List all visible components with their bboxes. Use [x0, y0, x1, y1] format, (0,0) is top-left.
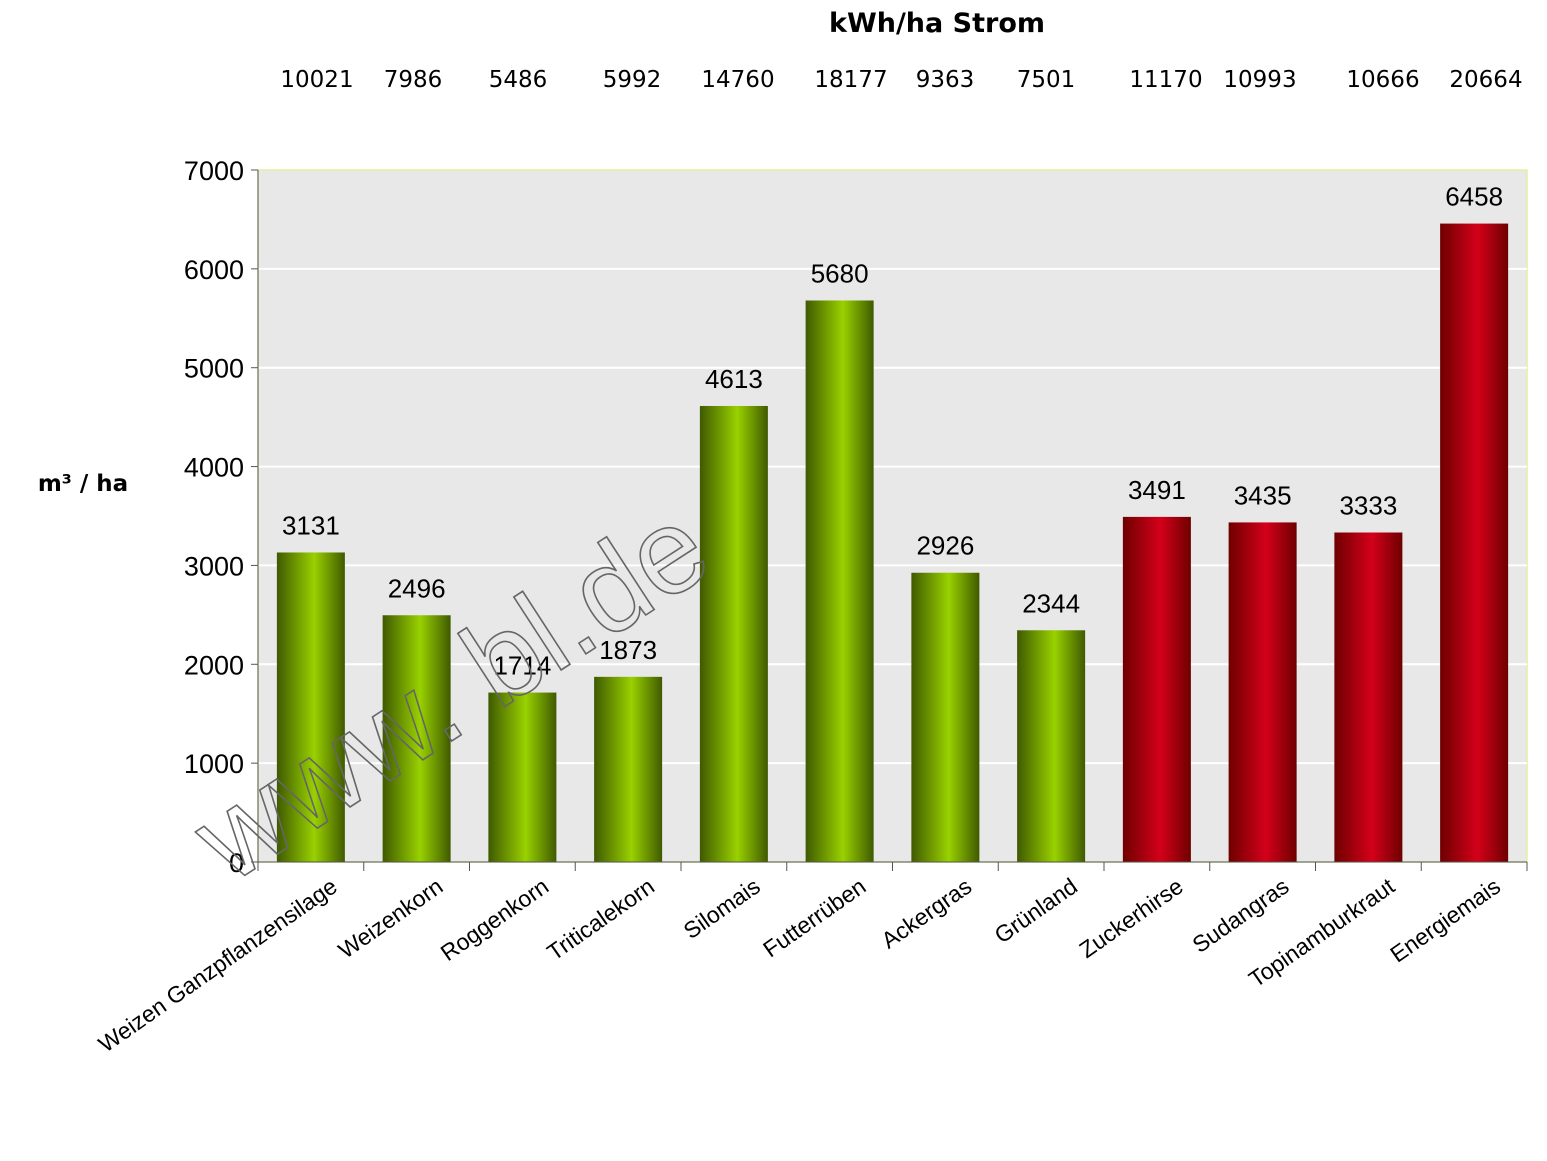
bar-1	[276, 552, 345, 862]
strom-value: 14760	[701, 67, 774, 93]
x-tick-label: Triticalekorn	[542, 873, 659, 966]
bar-5	[699, 405, 768, 862]
strom-values-row: 10021 7986 5486 5992 14760 18177 9363 7501 11170…	[280, 67, 1522, 93]
y-tick-labels: 0 1000 2000 3000 4000 5000 6000 7000	[184, 156, 244, 878]
data-label: 4613	[705, 364, 763, 394]
y-tick-label: 3000	[184, 551, 244, 581]
strom-value: 5992	[603, 67, 662, 93]
strom-value: 9363	[916, 67, 975, 93]
x-tick-label: Ackergras	[877, 873, 977, 954]
strom-value: 5486	[489, 67, 548, 93]
x-tick-label: Sudangras	[1187, 873, 1293, 958]
data-label: 3491	[1128, 475, 1186, 505]
bar-11	[1334, 532, 1403, 862]
x-tick-labels: Weizen GanzpflanzensilageWeizenkornRogge…	[94, 872, 1505, 1057]
data-label: 2344	[1022, 588, 1080, 618]
x-tick-label: Futterrüben	[758, 873, 870, 962]
strom-value: 10993	[1223, 67, 1296, 93]
data-label: 2926	[916, 531, 974, 561]
x-tick-label: Silomais	[679, 873, 765, 944]
strom-value: 7986	[384, 67, 443, 93]
bar-9	[1122, 516, 1191, 862]
data-label: 2496	[388, 573, 446, 603]
bar-10	[1228, 522, 1297, 862]
chart-title: kWh/ha Strom	[829, 8, 1045, 39]
bars-group	[276, 223, 1509, 862]
bar-3	[488, 692, 557, 862]
strom-value: 10666	[1346, 67, 1419, 93]
data-label: 3435	[1234, 480, 1292, 510]
strom-value: 7501	[1017, 67, 1076, 93]
x-tick-label: Weizenkorn	[333, 873, 447, 964]
data-label: 1873	[599, 635, 657, 665]
axes-group	[251, 169, 1528, 871]
strom-value: 11170	[1129, 67, 1202, 93]
y-tick-label: 6000	[184, 255, 244, 285]
data-labels-group: 3131 2496 1714 1873 4613 5680 2926 2344 3491 3435…	[282, 182, 1503, 681]
bar-6	[805, 300, 874, 862]
bar-2	[382, 615, 451, 862]
y-tick-label: 2000	[184, 650, 244, 680]
bar-12	[1440, 223, 1509, 862]
data-label: 3131	[282, 510, 340, 540]
y-tick-label: 5000	[184, 354, 244, 384]
bar-4	[594, 676, 663, 862]
x-tick-label: Roggenkorn	[436, 873, 554, 966]
y-axis-label: m³ / ha	[38, 471, 128, 497]
y-tick-label: 4000	[184, 453, 244, 483]
strom-value: 10021	[280, 67, 353, 93]
x-tick-label: Weizen Ganzpflanzensilage	[94, 873, 342, 1058]
strom-value: 20664	[1449, 67, 1522, 93]
x-tick-label: Energiemais	[1385, 873, 1505, 968]
y-tick-label: 0	[229, 848, 244, 878]
plot-area	[257, 169, 1528, 863]
data-label: 5680	[811, 258, 869, 288]
bar-8	[1017, 630, 1086, 862]
x-tick-label: Zuckerhirse	[1074, 873, 1187, 963]
data-label: 1714	[493, 651, 551, 681]
y-tick-label: 1000	[184, 749, 244, 779]
bar-7	[911, 572, 980, 862]
strom-value: 18177	[814, 67, 887, 93]
data-label: 3333	[1339, 491, 1397, 521]
x-tick-label: Grünland	[990, 873, 1082, 949]
y-tick-label: 7000	[184, 156, 244, 186]
data-label: 6458	[1445, 182, 1503, 212]
gridlines	[258, 267, 1527, 765]
